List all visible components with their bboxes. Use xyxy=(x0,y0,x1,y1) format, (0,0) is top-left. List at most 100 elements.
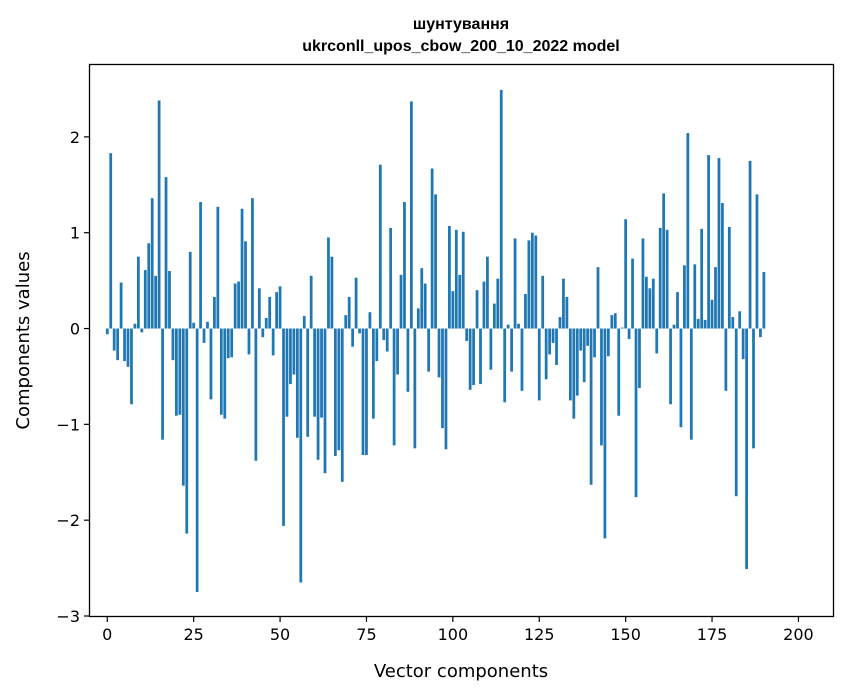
bar xyxy=(126,328,130,367)
bar xyxy=(109,153,113,329)
bar xyxy=(309,275,313,329)
bar xyxy=(582,328,586,383)
bar xyxy=(271,328,275,356)
bar xyxy=(316,328,320,460)
bar xyxy=(759,328,762,338)
y-tick-label: 0 xyxy=(70,320,80,339)
bar xyxy=(669,328,672,405)
bar xyxy=(752,328,755,449)
bar xyxy=(202,328,206,343)
bar xyxy=(299,328,303,583)
bar xyxy=(731,317,735,329)
bar xyxy=(105,328,109,335)
bar xyxy=(161,328,164,440)
bar xyxy=(268,296,272,329)
bar xyxy=(323,328,327,474)
bar xyxy=(679,328,683,428)
bar xyxy=(620,327,624,329)
bar xyxy=(247,328,251,355)
bar xyxy=(479,328,482,385)
bar xyxy=(648,288,652,329)
bar xyxy=(434,194,437,329)
bar xyxy=(724,328,728,391)
bar xyxy=(703,319,707,329)
bar xyxy=(676,292,679,329)
bar xyxy=(361,328,365,456)
x-axis-label: Vector components xyxy=(374,661,548,682)
bar xyxy=(137,256,140,329)
x-tick-label: 75 xyxy=(356,625,376,644)
y-tick-label: −2 xyxy=(56,511,80,530)
bar xyxy=(672,324,676,329)
bar xyxy=(254,328,258,461)
x-axis-ticks: 0 25 50 75 100 125 150 175 200 xyxy=(102,616,814,644)
y-tick-label: −1 xyxy=(56,415,80,434)
bar xyxy=(230,328,234,358)
bar xyxy=(354,277,358,329)
bar xyxy=(264,317,268,329)
bar xyxy=(444,328,448,450)
bar xyxy=(371,328,375,419)
bar xyxy=(551,328,555,343)
bar xyxy=(572,328,576,419)
bar xyxy=(416,308,420,329)
bar xyxy=(575,328,579,396)
bar xyxy=(717,157,721,329)
plot-frame xyxy=(88,63,835,618)
bar xyxy=(351,328,355,347)
bar xyxy=(762,271,766,329)
x-tick-label: 0 xyxy=(102,625,112,644)
bar xyxy=(520,328,524,391)
chart-title: шунтування xyxy=(413,16,509,33)
bar xyxy=(641,238,645,329)
bar xyxy=(261,328,265,338)
bar xyxy=(295,328,299,438)
bar xyxy=(130,328,133,405)
bar xyxy=(389,227,393,329)
bar xyxy=(119,282,123,329)
bar xyxy=(406,328,410,392)
bar xyxy=(700,228,704,329)
bar xyxy=(420,268,424,329)
bar xyxy=(596,267,600,329)
bar xyxy=(451,291,455,329)
bar xyxy=(579,328,583,351)
bar xyxy=(199,202,202,329)
bar xyxy=(655,328,659,354)
bar xyxy=(645,276,648,329)
bar xyxy=(306,328,310,437)
bar xyxy=(413,328,417,449)
bar xyxy=(558,317,562,329)
bars-group xyxy=(105,89,766,593)
bar xyxy=(530,232,534,329)
bar xyxy=(613,313,617,329)
bar xyxy=(745,328,748,570)
bar xyxy=(458,274,462,329)
bar xyxy=(188,251,192,329)
bar xyxy=(430,168,434,329)
bar xyxy=(696,318,700,329)
bar xyxy=(524,294,527,329)
bar xyxy=(627,328,631,340)
y-tick-label: 1 xyxy=(70,224,80,243)
bar xyxy=(427,328,431,372)
bar xyxy=(658,227,662,329)
bar xyxy=(651,278,655,329)
y-axis-ticks: −3 −2 −1 0 1 2 xyxy=(56,128,90,626)
bar xyxy=(385,328,389,352)
bar xyxy=(410,101,413,329)
bar xyxy=(358,328,361,334)
x-tick-label: 175 xyxy=(697,625,728,644)
bar xyxy=(392,328,396,446)
bar xyxy=(171,328,175,361)
bar xyxy=(181,328,185,486)
bar xyxy=(738,311,742,329)
bar xyxy=(164,177,168,329)
bar xyxy=(606,328,610,357)
bar xyxy=(285,328,289,417)
bar xyxy=(330,256,334,329)
bar xyxy=(192,322,196,329)
bar xyxy=(541,275,545,329)
bar xyxy=(686,133,690,329)
bar xyxy=(185,328,189,534)
